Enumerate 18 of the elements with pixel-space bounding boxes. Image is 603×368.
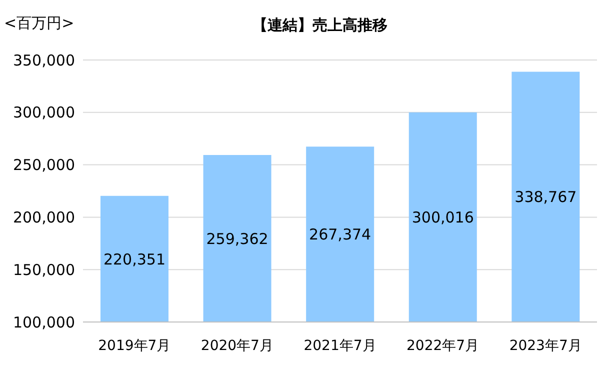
data-label: 259,362 xyxy=(206,230,268,248)
data-label: 220,351 xyxy=(103,250,166,268)
x-tick-label: 2020年7月 xyxy=(200,338,274,354)
chart-title: 【連結】売上高推移 xyxy=(252,16,388,34)
data-label: 338,767 xyxy=(514,188,577,206)
y-tick-label: 250,000 xyxy=(12,156,75,174)
data-label: 300,016 xyxy=(412,208,474,227)
y-axis-title: <百万円> xyxy=(4,14,74,32)
y-tick-label: 300,000 xyxy=(12,104,75,122)
y-tick-label: 100,000 xyxy=(12,313,75,332)
y-tick-label: 150,000 xyxy=(12,260,75,279)
x-tick-label: 2023年7月 xyxy=(509,338,582,354)
x-tick-label: 2022年7月 xyxy=(406,338,480,354)
y-tick-label: 200,000 xyxy=(12,208,75,227)
y-tick-label: 350,000 xyxy=(12,51,75,70)
x-tick-label: 2019年7月 xyxy=(98,338,171,354)
x-tick-label: 2021年7月 xyxy=(304,338,376,354)
data-label: 267,374 xyxy=(309,226,372,244)
